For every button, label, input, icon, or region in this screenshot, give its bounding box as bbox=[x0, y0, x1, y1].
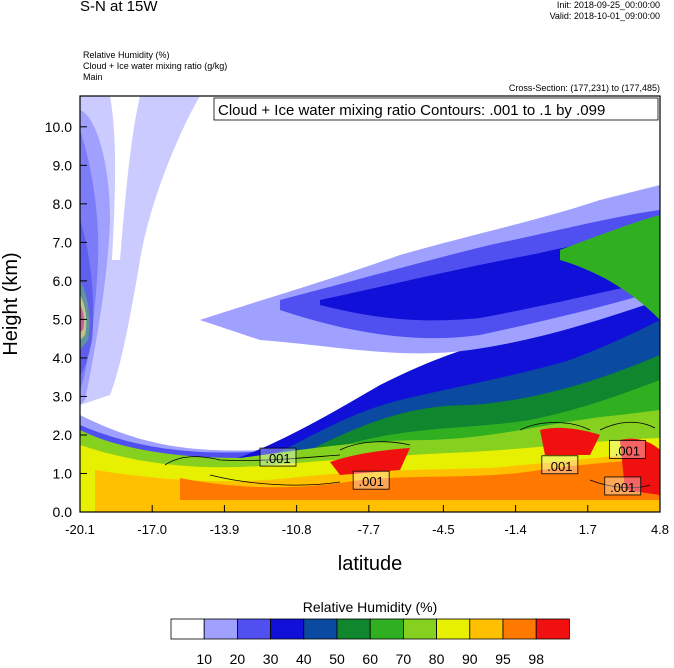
contour-label: .001 bbox=[265, 451, 290, 466]
y-tick-label: 6.0 bbox=[53, 273, 73, 289]
init-time: Init: 2018-09-25_00:00:00 bbox=[556, 0, 660, 10]
colorbar-swatch bbox=[203, 618, 238, 640]
colorbar-level: 10 bbox=[196, 651, 212, 667]
y-tick-label: 1.0 bbox=[53, 465, 73, 481]
y-tick-label: 9.0 bbox=[53, 157, 73, 173]
x-tick-label: -7.7 bbox=[358, 522, 380, 537]
y-axis: 0.0 1.0 2.0 3.0 4.0 5.0 6.0 7.0 8.0 9.0 10.0 bbox=[45, 119, 87, 520]
colorbar-swatch bbox=[303, 618, 338, 640]
colorbar-swatch bbox=[369, 618, 404, 640]
x-axis: -20.1 -17.0 -13.9 -10.8 -7.7 -4.5 -1.4 1.7 4.8 bbox=[65, 505, 669, 537]
field-label-rh: Relative Humidity (%) bbox=[83, 50, 170, 60]
x-tick-label: -1.4 bbox=[504, 522, 526, 537]
x-tick-label: 1.7 bbox=[579, 522, 597, 537]
y-tick-label: 0.0 bbox=[53, 504, 73, 520]
colorbar-swatch bbox=[336, 618, 371, 640]
x-axis-label: latitude bbox=[338, 553, 403, 575]
contour-label: .001 bbox=[615, 443, 640, 458]
y-axis-label: Height (km) bbox=[0, 252, 22, 355]
contour-info-box bbox=[213, 97, 659, 121]
contour-label-box bbox=[352, 470, 390, 490]
colorbar-swatch bbox=[436, 618, 471, 640]
contour-label: .001 bbox=[547, 459, 572, 474]
rh-field bbox=[80, 96, 660, 512]
x-tick-label: -10.8 bbox=[282, 522, 312, 537]
colorbar-level: 98 bbox=[528, 651, 544, 667]
colorbar-level: 70 bbox=[396, 651, 412, 667]
contour-label: .001 bbox=[610, 480, 635, 495]
y-tick-label: 8.0 bbox=[53, 196, 73, 212]
x-tick-label: -4.5 bbox=[432, 522, 454, 537]
colorbar-level: 40 bbox=[296, 651, 312, 667]
y-tick-label: 10.0 bbox=[45, 119, 72, 135]
colorbar-title: Relative Humidity (%) bbox=[303, 599, 438, 615]
y-tick-label: 7.0 bbox=[53, 234, 73, 250]
x-tick-label: -20.1 bbox=[65, 522, 95, 537]
colorbar-swatch bbox=[402, 618, 437, 640]
colorbar-swatch bbox=[270, 618, 305, 640]
contour-label-group: .001 .001 .001 .001 .001 bbox=[259, 439, 646, 496]
contour-label-box bbox=[604, 476, 642, 496]
colorbar-swatch bbox=[535, 618, 570, 640]
y-tick-label: 4.0 bbox=[53, 350, 73, 366]
plot-frame bbox=[79, 95, 661, 513]
colorbar-labels: 10 20 30 40 50 60 70 80 90 95 98 bbox=[196, 651, 544, 667]
cross-section-label: Cross-Section: (177,231) to (177,485) bbox=[508, 83, 660, 93]
colorbar-level: 95 bbox=[495, 651, 511, 667]
colorbar-swatch bbox=[502, 618, 537, 640]
contour-label-box bbox=[608, 439, 646, 459]
colorbar-swatch bbox=[469, 618, 504, 640]
colorbar-swatch bbox=[236, 618, 271, 640]
contour-label: .001 bbox=[359, 474, 384, 489]
y-tick-label: 2.0 bbox=[53, 427, 73, 443]
valid-time: Valid: 2018-10-01_09:00:00 bbox=[549, 11, 660, 21]
x-tick-label: -13.9 bbox=[210, 522, 240, 537]
colorbar-level: 20 bbox=[230, 651, 246, 667]
x-tick-label: -17.0 bbox=[137, 522, 167, 537]
field-label-main: Main bbox=[83, 72, 103, 82]
colorbar-level: 30 bbox=[263, 651, 279, 667]
colorbar-level: 90 bbox=[462, 651, 478, 667]
x-tick-label: 4.8 bbox=[651, 522, 669, 537]
contour-label-box bbox=[259, 447, 297, 467]
y-tick-label: 5.0 bbox=[53, 311, 73, 327]
chart-title: S-N at 15W bbox=[80, 0, 158, 15]
colorbar-swatch bbox=[170, 618, 205, 640]
contour-info-text: Cloud + Ice water mixing ratio Contours:… bbox=[218, 102, 605, 119]
colorbar-level: 80 bbox=[429, 651, 445, 667]
colorbar-level: 50 bbox=[329, 651, 345, 667]
y-tick-label: 3.0 bbox=[53, 388, 73, 404]
field-label-qcloud: Cloud + Ice water mixing ratio (g/kg) bbox=[83, 61, 228, 71]
contour-label-box bbox=[541, 455, 579, 475]
colorbar bbox=[170, 618, 570, 640]
colorbar-level: 60 bbox=[362, 651, 378, 667]
qcloud-contours bbox=[164, 421, 656, 489]
